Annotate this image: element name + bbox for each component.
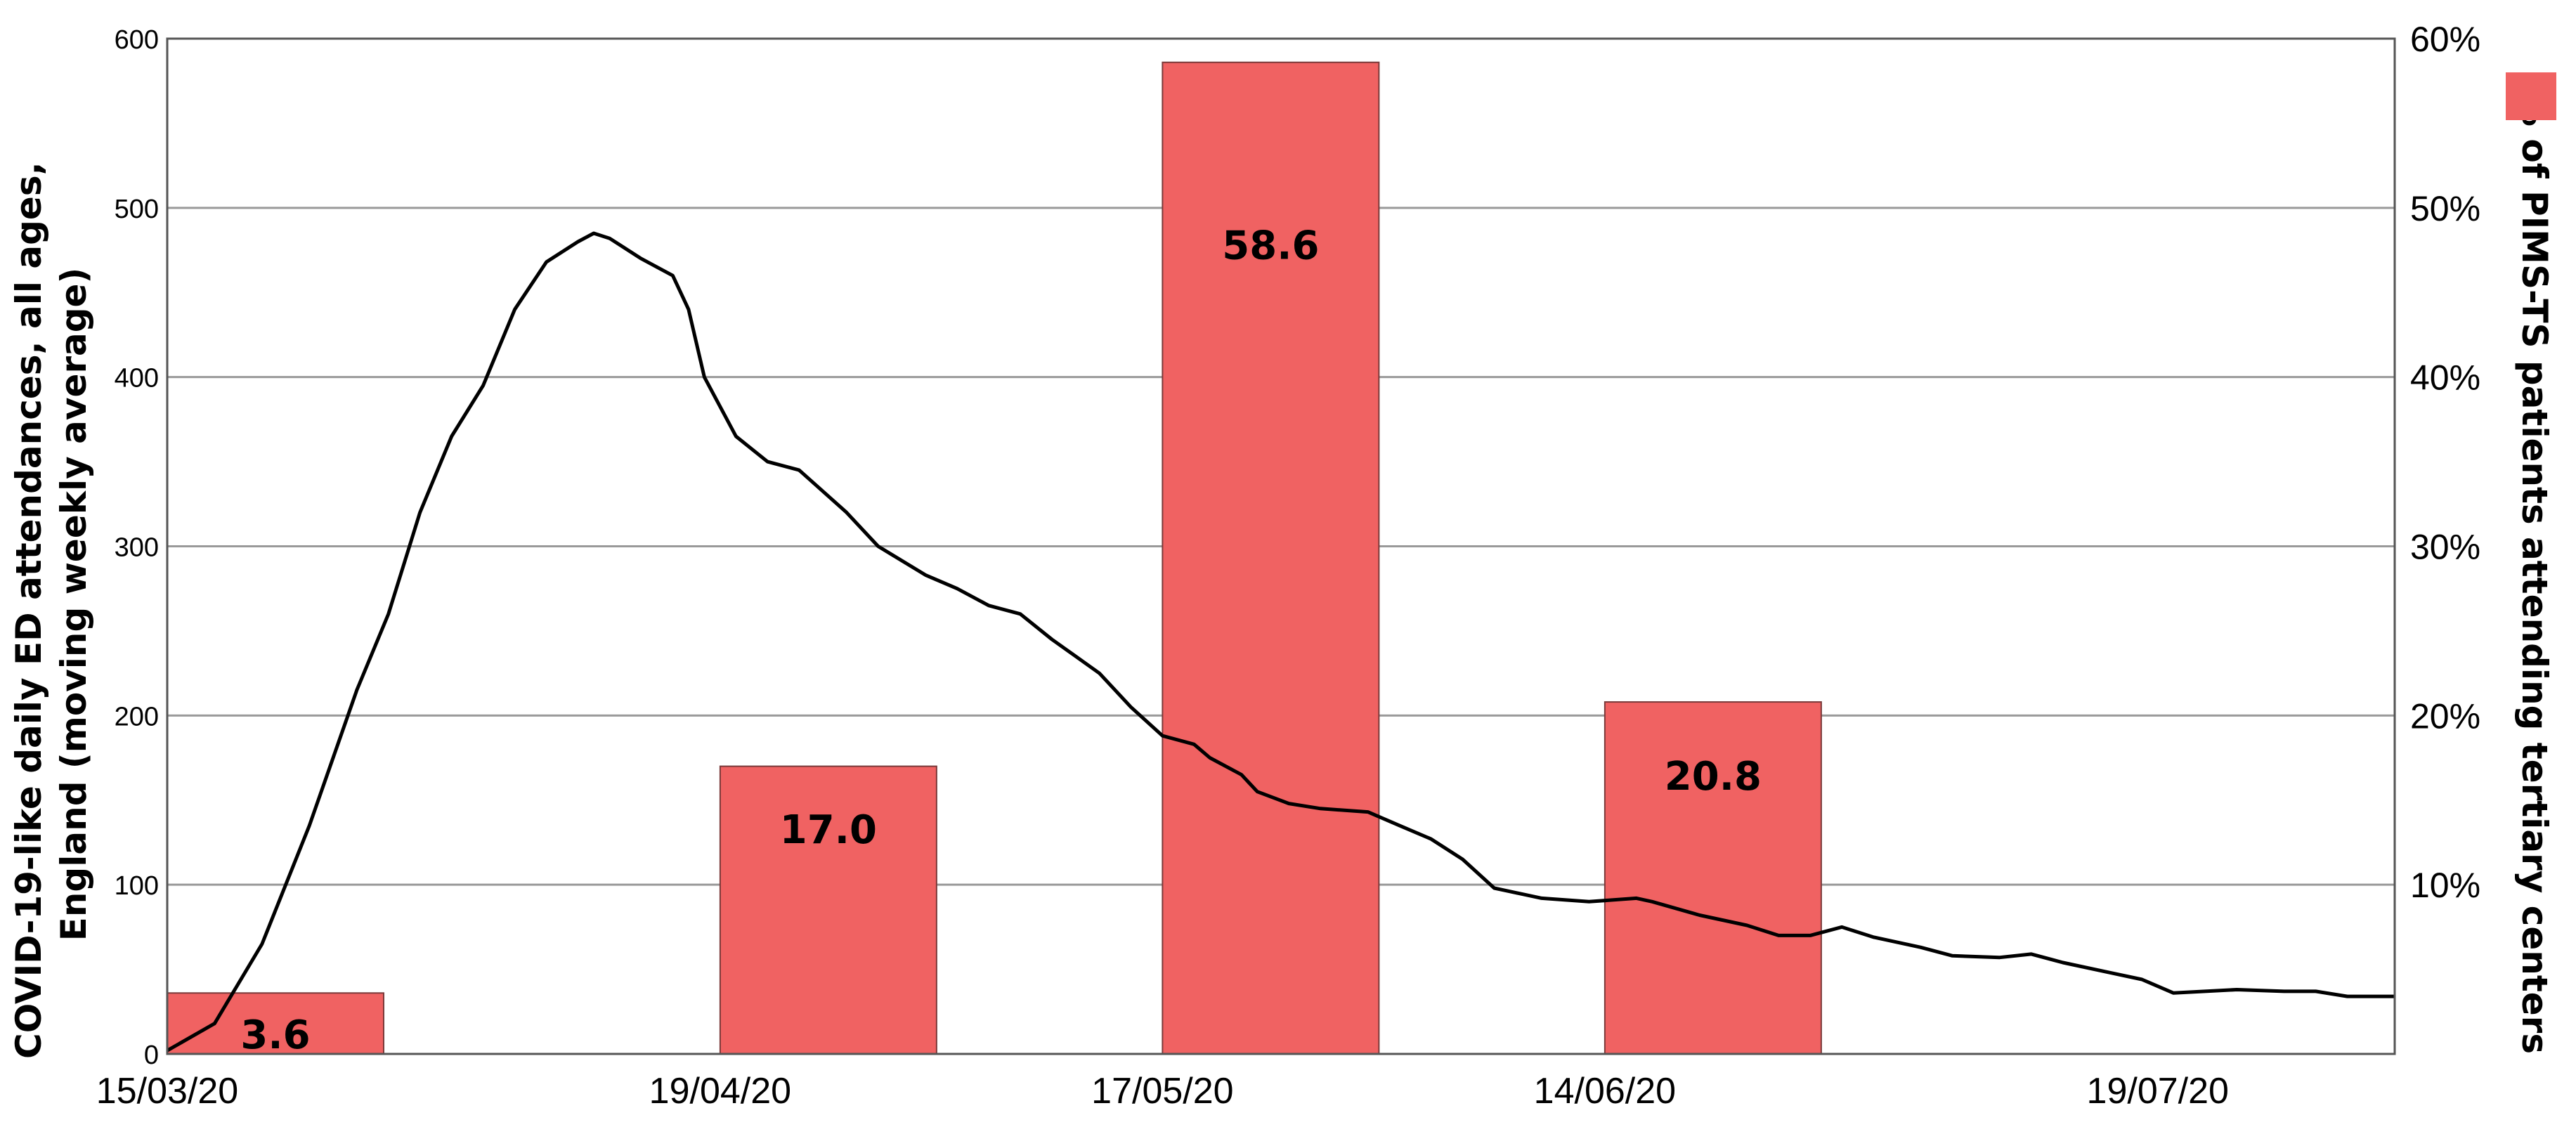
bar	[1604, 701, 1822, 1055]
x-tick-label: 15/03/20	[96, 1071, 238, 1112]
ed-attendance-line	[166, 231, 2395, 1053]
y-right-tick-label: 40%	[2410, 358, 2480, 398]
x-tick-label: 17/05/20	[1091, 1071, 1233, 1112]
y-right-tick-label: 50%	[2410, 189, 2480, 228]
left-axis-title-line2: England (moving weekly average)	[53, 268, 94, 942]
y-right-tick-label: 10%	[2410, 866, 2480, 905]
x-tick-label: 19/07/20	[2087, 1071, 2229, 1112]
bars: 3.6 17.0 58.6 20.8	[167, 61, 1822, 1058]
bar-value-label: 58.6	[1222, 223, 1319, 269]
y-left-tick-label: 100	[115, 871, 159, 901]
y-left-tick-label: 200	[115, 702, 159, 731]
y-left-tick-label: 300	[115, 533, 159, 563]
y-right-tick-label: 30%	[2410, 528, 2480, 567]
line-series	[166, 231, 2395, 1053]
y-left-tick-label: 0	[144, 1041, 159, 1070]
y-right-tick-label: 60%	[2410, 20, 2480, 59]
bar-value-label: 17.0	[780, 807, 877, 853]
bar-value-label: 3.6	[240, 1012, 310, 1058]
bar	[1162, 61, 1380, 1055]
left-axis-title-line1: COVID-19-like daily ED attendances, all …	[8, 162, 49, 1059]
x-tick-label: 14/06/20	[1534, 1071, 1676, 1112]
bar-value-label: 20.8	[1665, 754, 1762, 800]
bar	[719, 765, 937, 1055]
y-right-tick-label: 20%	[2410, 696, 2480, 736]
plot-frame	[166, 37, 2396, 1055]
axes: 0 100 200 300 400 500 600 10% 20% 30% 40% 50% 60% 15/…	[96, 20, 2480, 1112]
left-axis-title: COVID-19-like daily ED attendances, all …	[8, 150, 94, 1059]
right-axis-title: % of PIMS-TS patients attending tertiary…	[2514, 91, 2555, 1054]
y-left-tick-label: 400	[115, 364, 159, 393]
legend-swatch	[2506, 72, 2556, 120]
y-left-tick-label: 600	[115, 25, 159, 55]
y-left-tick-label: 500	[115, 195, 159, 224]
x-tick-label: 19/04/20	[649, 1071, 791, 1112]
